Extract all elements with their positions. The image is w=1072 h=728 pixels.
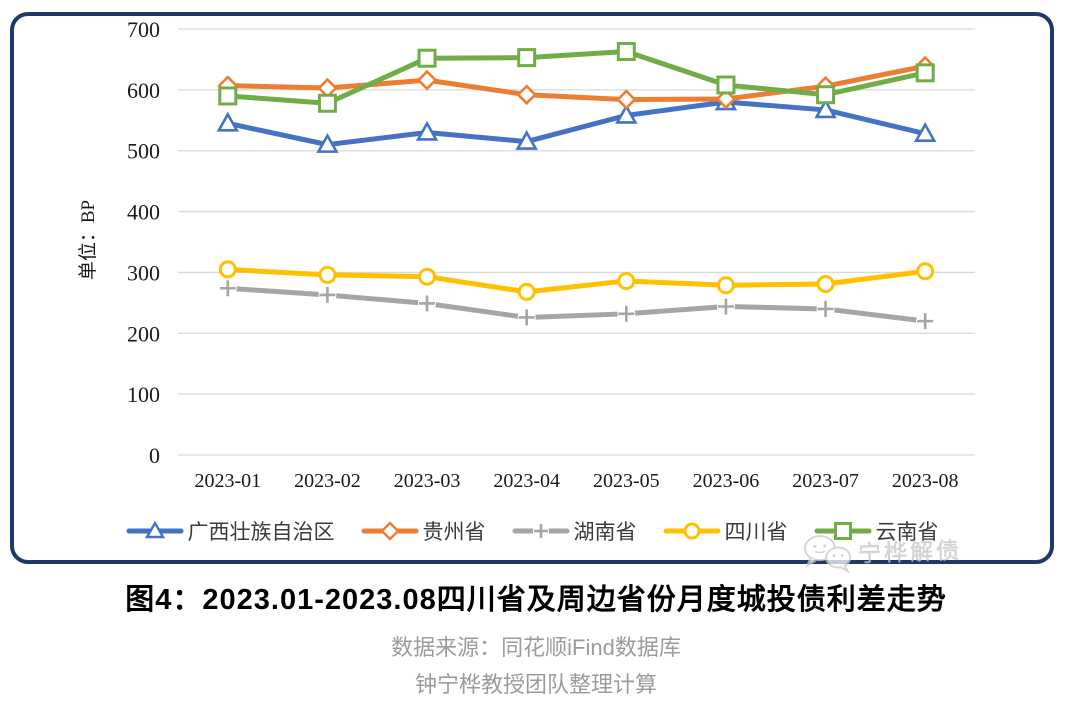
x-tick-label: 2023-05	[593, 470, 660, 492]
data-point	[415, 120, 439, 141]
x-tick-label: 2023-08	[892, 470, 959, 492]
data-point	[318, 265, 337, 284]
data-point	[816, 85, 836, 105]
data-point	[915, 63, 935, 83]
x-tick-label: 2023-03	[394, 470, 461, 492]
y-tick-label: 300	[127, 260, 160, 285]
data-point	[316, 132, 339, 153]
data-point	[517, 48, 537, 68]
data-point	[417, 48, 437, 68]
data-point	[615, 103, 638, 124]
legend-marker-shape	[144, 520, 165, 539]
legend-item-3: 四川省	[663, 516, 788, 546]
legend-item-1: 贵州省	[361, 516, 486, 546]
series-line-4	[225, 49, 928, 106]
data-point	[218, 86, 238, 106]
legend-marker-icon	[512, 523, 569, 539]
data-point	[615, 89, 637, 110]
data-point	[716, 276, 735, 295]
figure-title: 图4：2023.01-2023.08四川省及周边省份月度城投债利差走势	[125, 584, 947, 616]
series-line-0	[225, 99, 928, 148]
legend-item-4: 云南省	[814, 516, 939, 546]
x-tick-label: 2023-07	[792, 470, 859, 492]
y-axis-label: 单位：BP	[77, 200, 99, 280]
data-point	[916, 262, 935, 281]
data-point	[216, 111, 240, 132]
x-tick-label: 2023-04	[493, 470, 560, 492]
legend-marker-shape	[379, 521, 400, 541]
data-point	[517, 282, 536, 301]
y-tick-label: 600	[127, 78, 160, 103]
data-point	[814, 98, 837, 119]
legend-label: 广西壮族自治区	[187, 520, 335, 544]
data-point	[913, 122, 937, 142]
data-point	[516, 84, 538, 106]
x-tick-label: 2023-02	[294, 470, 361, 492]
series-line-3	[225, 266, 928, 295]
legend-item-0: 广西壮族自治区	[126, 516, 335, 546]
chart-card: 0 100 200 300 400 500 600 700 2023-01 2023-02 2023…	[10, 12, 1054, 564]
data-point	[716, 75, 736, 95]
y-tick-label: 0	[149, 443, 160, 468]
x-tick-label: 2023-01	[194, 470, 261, 492]
y-tick-label: 400	[127, 200, 160, 225]
data-point	[616, 42, 636, 62]
series-line-1	[225, 63, 928, 103]
legend-label: 湖南省	[573, 520, 637, 544]
y-tick-label: 100	[127, 382, 160, 407]
legend-marker-shape	[683, 522, 700, 540]
y-tick-label: 700	[127, 17, 160, 42]
data-point	[317, 93, 337, 113]
legend-marker-shape	[833, 522, 852, 540]
legend-label: 四川省	[724, 520, 788, 544]
legend-marker-icon	[126, 520, 183, 539]
line-chart: 0 100 200 300 400 500 600 700 2023-01 2023-02 2023…	[77, 17, 975, 492]
data-point	[715, 88, 737, 110]
y-tick-label: 200	[127, 321, 160, 346]
chart-legend: 广西壮族自治区 贵州省 湖南省 四川省 云南省	[14, 516, 1050, 546]
data-point	[218, 260, 237, 279]
data-point	[816, 274, 835, 293]
data-point	[617, 271, 636, 290]
legend-label: 贵州省	[422, 520, 486, 544]
credit-line: 钟宁桦教授团队整理计算	[414, 672, 657, 697]
data-point	[416, 69, 438, 91]
series-line-2	[225, 285, 928, 324]
data-point	[418, 267, 437, 286]
legend-item-2: 湖南省	[512, 516, 637, 546]
legend-marker-icon	[361, 521, 418, 541]
legend-marker-icon	[814, 522, 871, 540]
x-tick-label: 2023-06	[693, 470, 760, 492]
data-source-line: 数据来源：同花顺iFind数据库	[391, 635, 681, 660]
y-tick-label: 500	[127, 139, 160, 164]
data-point	[515, 129, 538, 150]
legend-marker-icon	[663, 522, 720, 540]
legend-label: 云南省	[875, 520, 939, 544]
